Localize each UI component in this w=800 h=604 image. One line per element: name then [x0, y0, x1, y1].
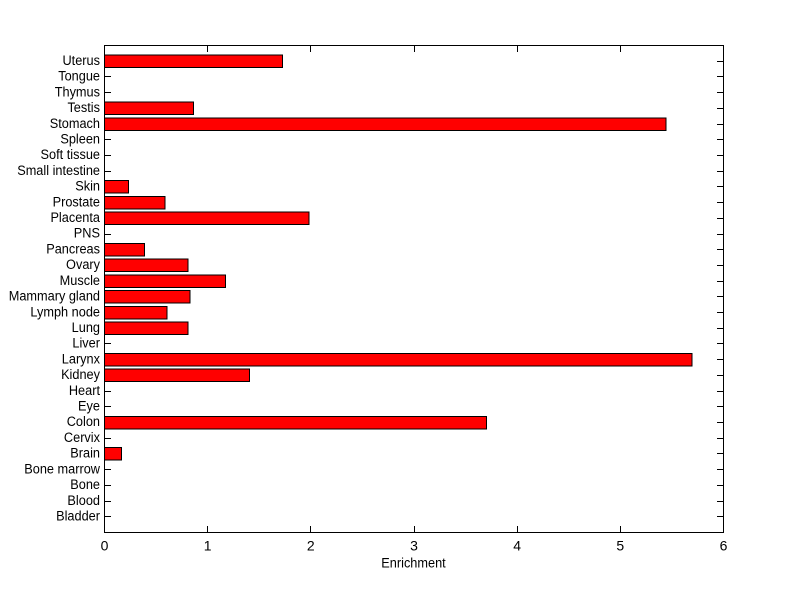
svg-text:Bone marrow: Bone marrow: [24, 461, 100, 477]
svg-text:Thymus: Thymus: [55, 84, 101, 100]
svg-text:Skin: Skin: [75, 178, 100, 194]
svg-text:Enrichment: Enrichment: [381, 555, 446, 571]
svg-text:3: 3: [410, 537, 418, 553]
svg-text:Stomach: Stomach: [50, 115, 100, 131]
svg-text:4: 4: [513, 537, 521, 553]
svg-text:Brain: Brain: [70, 445, 100, 461]
svg-text:2: 2: [307, 537, 315, 553]
svg-text:Soft tissue: Soft tissue: [41, 147, 100, 163]
svg-text:Bladder: Bladder: [56, 508, 100, 524]
svg-text:Liver: Liver: [72, 335, 100, 351]
svg-text:Spleen: Spleen: [60, 131, 100, 147]
svg-text:Uterus: Uterus: [62, 52, 100, 68]
svg-text:1: 1: [204, 537, 212, 553]
svg-text:Lymph node: Lymph node: [30, 304, 100, 320]
svg-text:Pancreas: Pancreas: [46, 241, 100, 257]
svg-text:Small intestine: Small intestine: [17, 162, 100, 178]
svg-text:Bone: Bone: [70, 477, 100, 493]
svg-text:5: 5: [616, 537, 624, 553]
svg-text:Placenta: Placenta: [50, 209, 100, 225]
svg-text:Muscle: Muscle: [60, 272, 100, 288]
svg-text:Heart: Heart: [69, 382, 100, 398]
svg-text:Cervix: Cervix: [64, 429, 100, 445]
svg-text:Tongue: Tongue: [58, 68, 100, 84]
svg-text:Larynx: Larynx: [62, 351, 101, 367]
svg-text:0: 0: [101, 537, 109, 553]
svg-text:Kidney: Kidney: [61, 367, 100, 383]
svg-text:6: 6: [720, 537, 728, 553]
svg-text:Testis: Testis: [67, 99, 100, 115]
svg-text:Mammary gland: Mammary gland: [9, 288, 100, 304]
svg-text:Eye: Eye: [78, 398, 100, 414]
svg-text:PNS: PNS: [74, 225, 100, 241]
svg-text:Blood: Blood: [67, 492, 100, 508]
svg-text:Ovary: Ovary: [66, 257, 100, 273]
svg-text:Prostate: Prostate: [53, 194, 100, 210]
svg-text:Colon: Colon: [67, 414, 100, 430]
svg-text:Lung: Lung: [72, 319, 100, 335]
